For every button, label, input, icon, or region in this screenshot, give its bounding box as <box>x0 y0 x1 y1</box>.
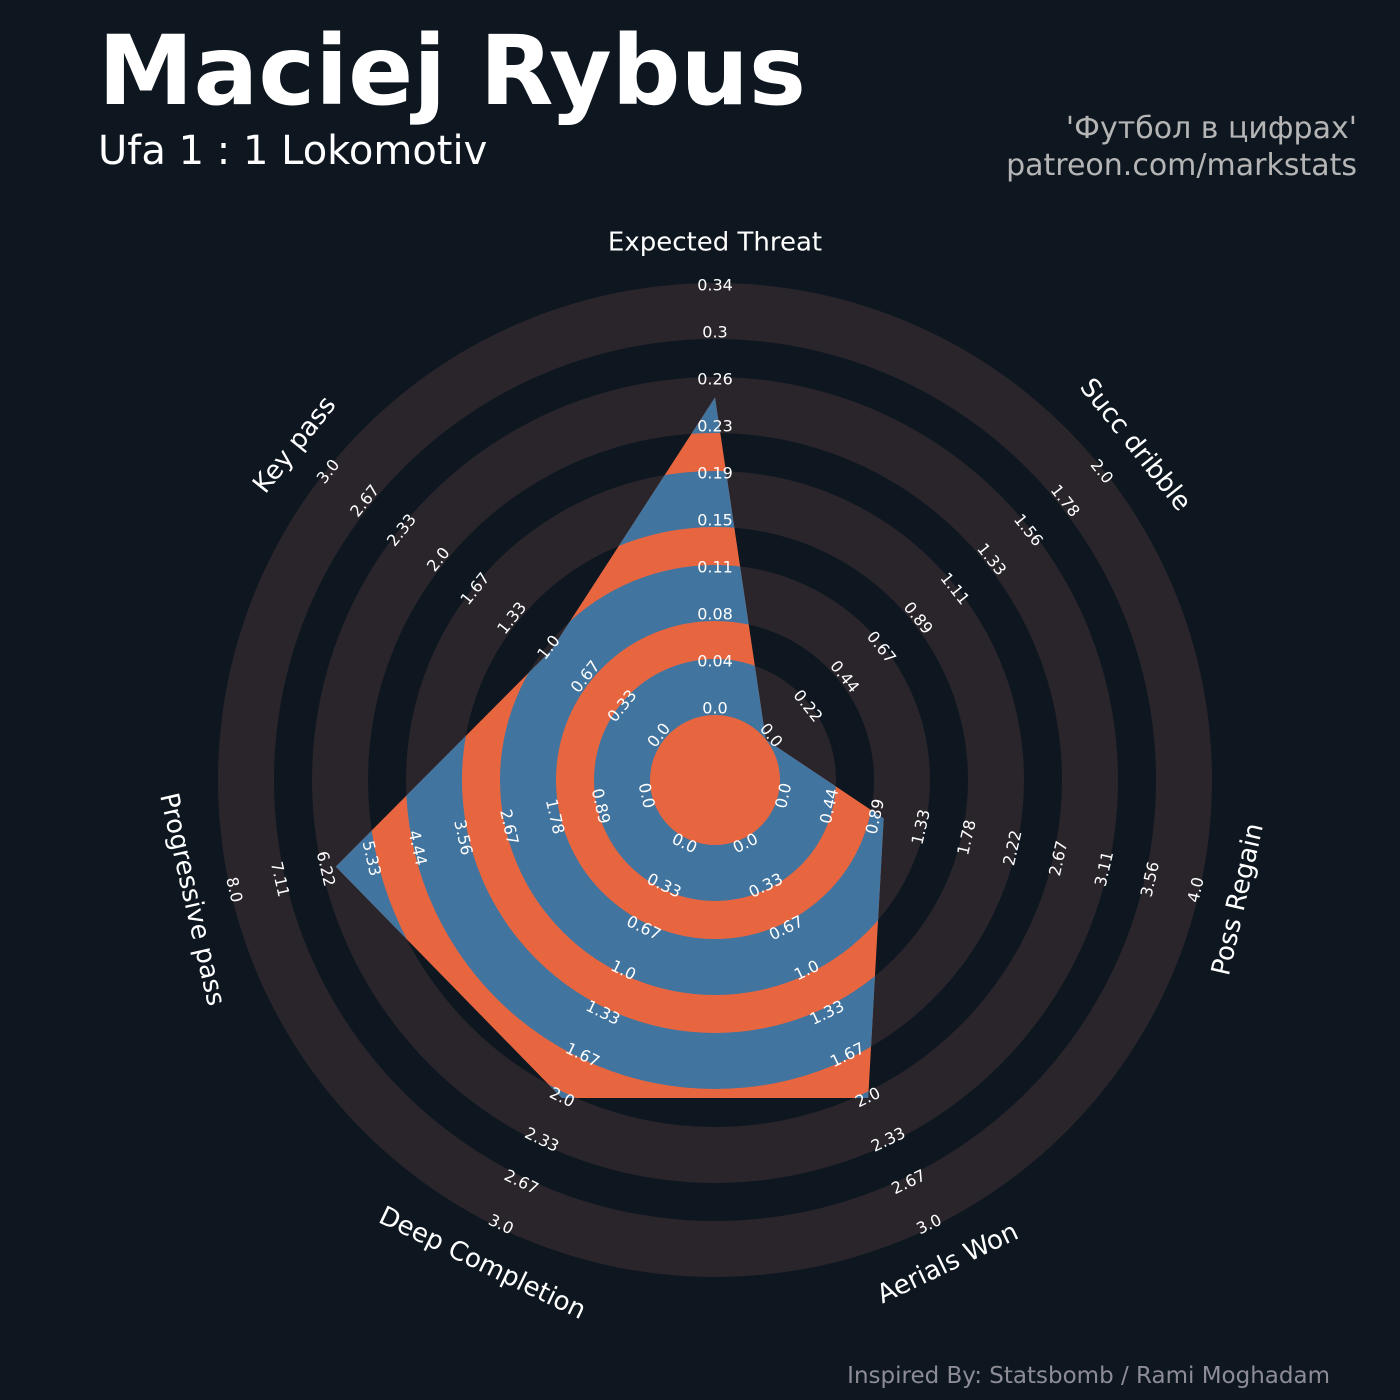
axis-label: Poss Regain <box>1206 820 1270 978</box>
tick-label: 0.3 <box>702 323 727 342</box>
tick-label: 0.08 <box>697 605 733 624</box>
tick-label: 0.19 <box>697 464 733 483</box>
tick-label: 0.26 <box>697 370 733 389</box>
inspired-by-footer: Inspired By: Statsbomb / Rami Moghadam <box>847 1363 1330 1389</box>
credit-line-1: 'Футбол в цифрах' <box>1066 111 1357 146</box>
credit-line-2: patreon.com/markstats <box>1006 148 1357 183</box>
tick-label: 0.15 <box>697 511 733 530</box>
tick-label: 0.11 <box>697 558 733 577</box>
axis-label: Expected Threat <box>608 228 822 258</box>
tick-label: 0.34 <box>697 276 733 295</box>
axis-label: Progressive pass <box>153 790 231 1009</box>
tick-label: 0.0 <box>702 699 727 718</box>
tick-label: 0.04 <box>697 652 733 671</box>
tick-label: 0.23 <box>697 417 733 436</box>
match-subtitle: Ufa 1 : 1 Lokomotiv <box>98 128 487 174</box>
player-title: Maciej Rybus <box>98 15 806 127</box>
